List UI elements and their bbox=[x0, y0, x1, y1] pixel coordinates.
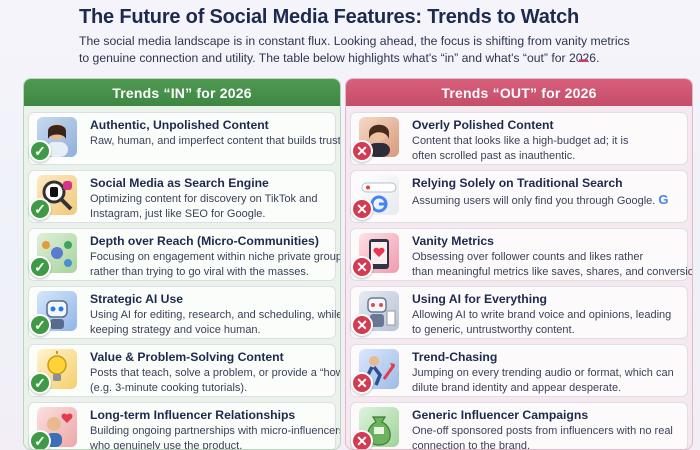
trend-title: Social Media as Search Engine bbox=[90, 176, 269, 190]
trend-out-row: ✕ Vanity Metrics Obsessing over follower… bbox=[350, 228, 693, 281]
check-icon: ✓ bbox=[29, 140, 51, 162]
trends-out-header: Trends “OUT” for 2026 bbox=[346, 79, 692, 106]
trend-desc: Raw, human, and imperfect content that b… bbox=[90, 135, 341, 147]
trend-desc: Focusing on engagement within niche priv… bbox=[90, 251, 341, 263]
trend-desc: who genuinely use the product. bbox=[90, 440, 243, 450]
trend-title: Strategic AI Use bbox=[90, 292, 184, 306]
cross-icon: ✕ bbox=[351, 256, 373, 278]
trend-desc: Content that looks like a high-budget ad… bbox=[412, 135, 629, 147]
cross-icon: ✕ bbox=[351, 430, 373, 449]
trend-desc: rather than trying to go viral with the … bbox=[90, 266, 309, 278]
community-chat-icon bbox=[37, 233, 77, 273]
trend-in-row: ✓ Long-term Influencer Relationships Bui… bbox=[28, 402, 341, 450]
trend-desc-text: Assuming users will only find you throug… bbox=[412, 195, 656, 207]
check-icon: ✓ bbox=[29, 314, 51, 336]
trends-in-header: Trends “IN” for 2026 bbox=[24, 79, 340, 106]
trend-in-row: ✓ Strategic AI Use Using AI for editing,… bbox=[28, 286, 341, 339]
trend-desc: to generic, untrustworthy content. bbox=[412, 324, 575, 336]
trend-title: Trend-Chasing bbox=[412, 350, 498, 364]
trend-title: Depth over Reach (Micro-Communities) bbox=[90, 234, 319, 248]
page-title: The Future of Social Media Features: Tre… bbox=[79, 6, 580, 28]
trend-out-row: ✕ Relying Solely on Traditional Search A… bbox=[350, 170, 688, 223]
trend-out-row: ✕ Using AI for Everything Allowing AI to… bbox=[350, 286, 688, 339]
trends-out-column: Trends “OUT” for 2026 ✕ Overly Polished … bbox=[345, 78, 693, 450]
likes-counter-icon bbox=[359, 233, 399, 273]
trend-desc: (e.g. 3-minute cooking tutorials). bbox=[90, 382, 248, 394]
trend-title: Using AI for Everything bbox=[412, 292, 547, 306]
tag-icon: ▬ bbox=[579, 54, 588, 64]
trend-out-row: ✕ Trend-Chasing Jumping on every trendin… bbox=[350, 344, 688, 397]
intro-paragraph: The social media landscape is in constan… bbox=[79, 33, 639, 67]
intro-line: The social media landscape is in constan… bbox=[79, 34, 630, 48]
trend-desc: Building ongoing partnerships with micro… bbox=[90, 425, 341, 437]
trend-desc: Obsessing over follower counts and likes… bbox=[412, 251, 644, 263]
trend-title: Long-term Influencer Relationships bbox=[90, 408, 296, 422]
trend-desc: Instagram, just like SEO for Google. bbox=[90, 208, 266, 220]
robot-writer-icon bbox=[359, 291, 399, 331]
robot-assistant-icon bbox=[37, 291, 77, 331]
trend-title: Relying Solely on Traditional Search bbox=[412, 176, 623, 190]
cross-icon: ✕ bbox=[351, 372, 373, 394]
trend-desc: Using AI for editing, research, and sche… bbox=[90, 309, 341, 321]
trend-out-row: ✕ Overly Polished Content Content that l… bbox=[350, 112, 688, 165]
trend-desc: than meaningful metrics like saves, shar… bbox=[412, 266, 693, 278]
trend-desc: Posts that teach, solve a problem, or pr… bbox=[90, 367, 341, 379]
trend-desc: dilute brand identity and appear despera… bbox=[412, 382, 622, 394]
magnifier-social-icon bbox=[37, 175, 77, 215]
cross-icon: ✕ bbox=[351, 314, 373, 336]
trend-title: Generic Influencer Campaigns bbox=[412, 408, 589, 422]
trend-title: Vanity Metrics bbox=[412, 234, 494, 248]
google-logo-icon: G bbox=[658, 192, 669, 207]
trend-title: Authentic, Unpolished Content bbox=[90, 118, 269, 132]
trend-in-row: ✓ Depth over Reach (Micro-Communities) F… bbox=[28, 228, 341, 281]
trend-desc: One-off sponsored posts from influencers… bbox=[412, 425, 673, 437]
trend-in-row: ✓ Social Media as Search Engine Optimizi… bbox=[28, 170, 336, 223]
trend-desc: Jumping on every trending audio or forma… bbox=[412, 367, 674, 379]
trend-desc: Optimizing content for discovery on TikT… bbox=[90, 193, 318, 205]
check-icon: ✓ bbox=[29, 256, 51, 278]
check-icon: ✓ bbox=[29, 430, 51, 449]
intro-line: to genuine connection and utility. The t… bbox=[79, 51, 600, 65]
trend-desc: connection to the brand. bbox=[412, 440, 531, 450]
trend-in-row: ✓ Value & Problem-Solving Content Posts … bbox=[28, 344, 341, 397]
trend-title: Overly Polished Content bbox=[412, 118, 554, 132]
trend-desc: keeping strategy and voice human. bbox=[90, 324, 261, 336]
trend-desc: Assuming users will only find you throug… bbox=[412, 192, 681, 209]
check-icon: ✓ bbox=[29, 198, 51, 220]
trend-out-row: ✕ Generic Influencer Campaigns One-off s… bbox=[350, 402, 688, 450]
trend-in-row: ✓ Authentic, Unpolished Content Raw, hum… bbox=[28, 112, 341, 165]
cross-icon: ✕ bbox=[351, 198, 373, 220]
check-icon: ✓ bbox=[29, 372, 51, 394]
trends-in-column: Trends “IN” for 2026 ✓ Authentic, Unpoli… bbox=[23, 78, 341, 450]
trend-title: Value & Problem-Solving Content bbox=[90, 350, 284, 364]
trend-desc: Allowing AI to write brand voice and opi… bbox=[412, 309, 672, 321]
cross-icon: ✕ bbox=[351, 140, 373, 162]
trend-desc: often scrolled past as inauthentic. bbox=[412, 150, 576, 162]
